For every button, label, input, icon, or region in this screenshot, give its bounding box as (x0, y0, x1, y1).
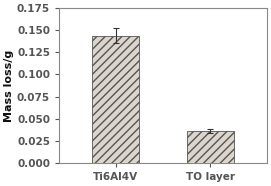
Bar (186, 131, 234, 163)
Bar (92, 36, 139, 163)
Y-axis label: Mass loss/g: Mass loss/g (4, 49, 14, 122)
